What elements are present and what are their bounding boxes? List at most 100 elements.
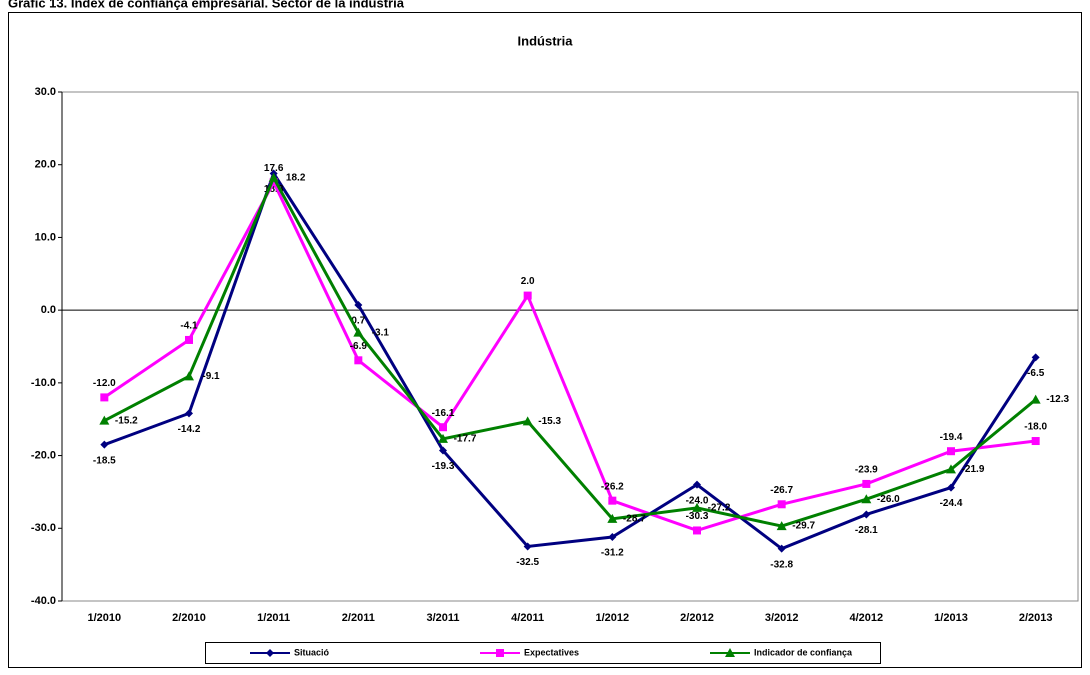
data-label: -17.7 xyxy=(454,433,477,444)
data-label: -30.3 xyxy=(686,511,709,522)
data-label: 17.6 xyxy=(264,163,284,174)
data-label: -19.3 xyxy=(432,461,455,472)
y-tick-label: -40.0 xyxy=(31,595,56,607)
data-label: -14.2 xyxy=(178,424,201,435)
data-label: -19.4 xyxy=(940,432,963,443)
data-point xyxy=(522,416,533,426)
series-line xyxy=(103,170,1037,551)
data-point xyxy=(354,301,363,310)
x-tick-label: 2/2013 xyxy=(1019,612,1053,624)
data-point xyxy=(523,542,532,551)
data-label: -9.1 xyxy=(202,371,220,382)
data-point xyxy=(100,440,109,449)
chart-frame xyxy=(8,12,1082,668)
data-point xyxy=(353,327,364,337)
data-point xyxy=(1031,437,1040,446)
data-point xyxy=(693,480,701,489)
series-line xyxy=(103,178,1036,533)
x-tick-label: 1/2012 xyxy=(596,612,630,624)
data-point xyxy=(777,544,786,553)
y-tick-label: 0.0 xyxy=(41,304,56,316)
data-label: -29.7 xyxy=(792,521,815,532)
y-tick-label: -20.0 xyxy=(31,449,56,461)
legend-marker xyxy=(266,649,274,657)
data-point xyxy=(439,446,447,455)
legend-label: Expectatives xyxy=(524,647,579,657)
plot-area xyxy=(61,91,1079,602)
data-point xyxy=(185,409,193,418)
x-tick-label: 1/2011 xyxy=(257,612,290,624)
chart-subtitle: Indústria xyxy=(518,33,574,48)
data-point xyxy=(184,371,194,381)
data-label: -27.2 xyxy=(708,503,731,514)
x-tick-label: 4/2011 xyxy=(511,612,544,624)
data-point xyxy=(693,526,701,535)
data-label: -15.3 xyxy=(538,416,561,427)
legend-label: Indicador de confiança xyxy=(754,647,853,657)
data-label: -28.1 xyxy=(855,525,878,536)
chart-title: Gràfic 13. Índex de confiança empresaria… xyxy=(8,0,405,10)
data-label: 0.7 xyxy=(351,316,365,327)
data-label: -26.2 xyxy=(601,481,624,492)
data-label: 2.0 xyxy=(521,276,535,287)
data-label: -6.9 xyxy=(350,341,368,352)
data-label: -12.3 xyxy=(1046,394,1069,405)
data-point xyxy=(268,172,279,182)
data-label: -16.1 xyxy=(432,408,455,419)
data-label: -28.7 xyxy=(623,513,646,524)
x-tick-label: 2/2010 xyxy=(172,612,206,624)
data-point xyxy=(523,291,532,300)
data-point xyxy=(777,500,786,509)
data-label: -31.2 xyxy=(601,548,624,559)
data-label: -32.8 xyxy=(770,559,793,570)
data-label: -12.0 xyxy=(93,378,116,389)
legend-marker xyxy=(496,649,504,657)
y-tick-label: 10.0 xyxy=(35,231,56,243)
data-label: -4.1 xyxy=(180,321,198,332)
data-point xyxy=(438,433,448,443)
series-line xyxy=(103,174,1037,528)
data-point xyxy=(607,513,618,523)
y-tick-label: 20.0 xyxy=(35,159,56,171)
x-tick-label: 1/2013 xyxy=(934,612,968,624)
data-label: -26.0 xyxy=(877,494,900,505)
data-label: -24.0 xyxy=(686,495,709,506)
data-label: -24.4 xyxy=(940,498,963,509)
data-point xyxy=(862,479,871,488)
data-point xyxy=(692,502,702,512)
data-point xyxy=(946,464,956,474)
legend-label: Situació xyxy=(294,647,330,657)
x-tick-label: 3/2011 xyxy=(426,612,459,624)
data-point xyxy=(185,335,193,344)
data-point xyxy=(608,496,617,505)
x-tick-label: 2/2011 xyxy=(342,612,375,624)
data-point xyxy=(269,178,278,187)
data-label: 18.8 xyxy=(264,184,284,195)
x-tick-label: 2/2012 xyxy=(680,612,714,624)
data-label: -6.5 xyxy=(1027,368,1045,379)
legend-marker xyxy=(725,648,735,657)
x-tick-label: 1/2010 xyxy=(88,612,122,624)
data-point xyxy=(100,393,109,402)
data-point xyxy=(776,521,787,531)
legend-box xyxy=(205,642,881,664)
data-label: -18.0 xyxy=(1024,422,1047,433)
x-tick-label: 3/2012 xyxy=(765,612,799,624)
data-label: -32.5 xyxy=(516,557,539,568)
y-tick-label: 30.0 xyxy=(35,86,56,98)
data-point xyxy=(862,510,871,519)
data-point xyxy=(439,423,447,432)
y-tick-label: -10.0 xyxy=(31,377,56,389)
data-point xyxy=(1030,394,1041,404)
data-label: -21.9 xyxy=(962,464,985,475)
data-point xyxy=(608,533,617,542)
data-point xyxy=(99,415,110,425)
data-point xyxy=(1031,353,1040,362)
data-label: -26.7 xyxy=(770,485,793,496)
x-tick-label: 4/2012 xyxy=(850,612,884,624)
data-label: -23.9 xyxy=(855,465,878,476)
data-point xyxy=(354,356,363,365)
data-point xyxy=(947,447,955,456)
